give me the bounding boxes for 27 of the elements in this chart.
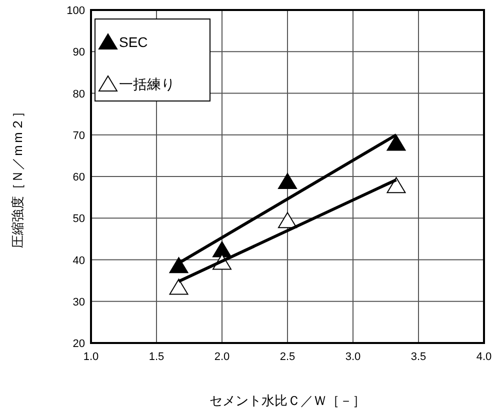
y-tick-label: 30 — [72, 296, 85, 308]
y-tick-label: 60 — [72, 172, 85, 184]
x-axis-title: セメント水比Ｃ／Ｗ［－］ — [210, 393, 366, 408]
y-tick-label: 100 — [66, 5, 85, 17]
x-tick-label: 3.0 — [345, 351, 361, 363]
y-tick-label: 90 — [72, 46, 85, 59]
point — [169, 257, 188, 274]
y-tick-label: 40 — [72, 254, 85, 267]
y-tick-label: 20 — [72, 338, 85, 350]
y-tick-label: 50 — [72, 213, 85, 226]
x-tick-label: 1.0 — [83, 351, 99, 363]
x-tick-label: 2.5 — [280, 351, 296, 363]
point — [278, 212, 297, 228]
point — [169, 278, 188, 295]
x-tick-label: 3.5 — [410, 351, 426, 363]
point — [386, 177, 406, 194]
y-tick-label: 80 — [72, 88, 85, 100]
legend-label: SEC — [119, 34, 148, 50]
legend-label: 一括練り — [119, 76, 175, 92]
point — [212, 241, 232, 258]
y-tick-label: 70 — [72, 130, 85, 142]
point — [278, 172, 297, 189]
x-tick-label: 1.5 — [148, 351, 164, 363]
point — [386, 134, 406, 151]
x-tick-label: 2.0 — [214, 351, 230, 363]
y-axis-title: 圧縮強度［Ｎ／ｍｍ２］ — [10, 105, 25, 248]
x-tick-label: 4.0 — [476, 351, 492, 363]
